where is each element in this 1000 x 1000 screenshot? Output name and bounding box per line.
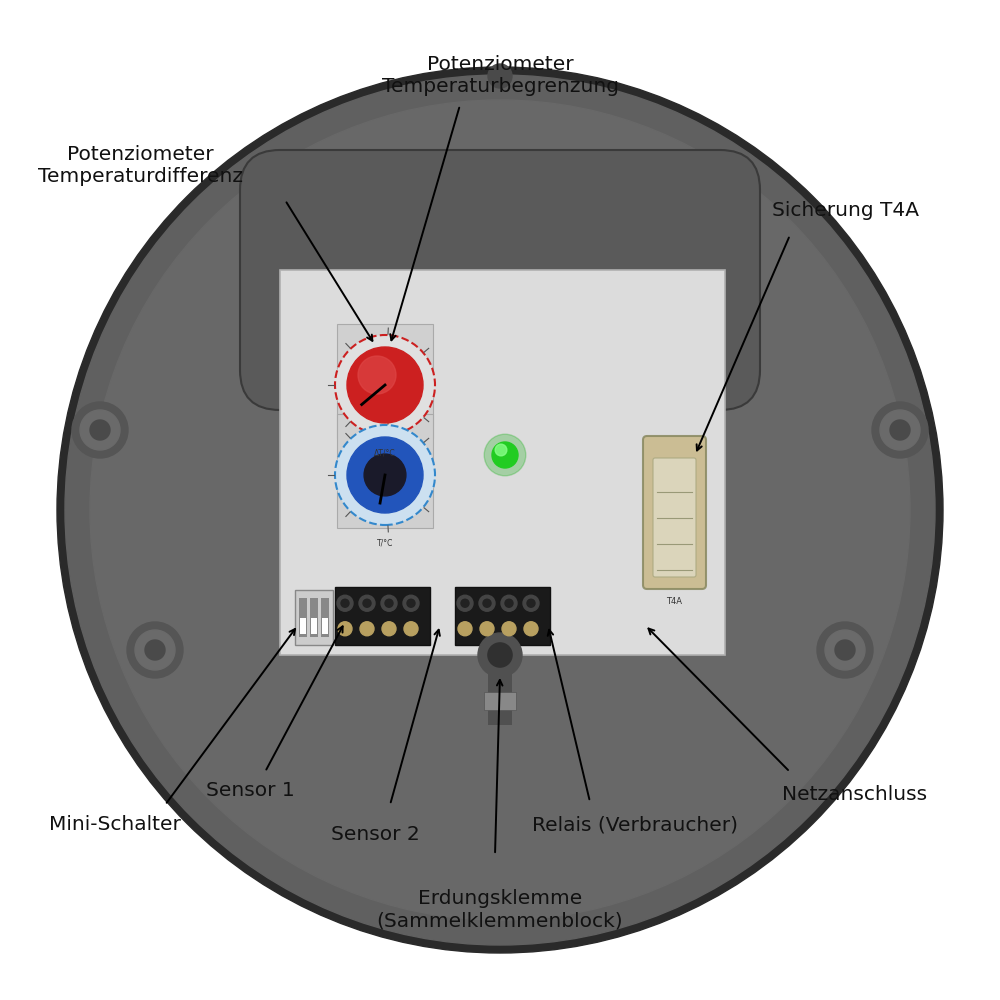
Circle shape <box>382 622 396 636</box>
Circle shape <box>127 622 183 678</box>
Circle shape <box>835 640 855 660</box>
Circle shape <box>404 622 418 636</box>
Text: Potenziometer
Temperaturdifferenz: Potenziometer Temperaturdifferenz <box>38 144 242 186</box>
Circle shape <box>479 595 495 611</box>
Text: T4A: T4A <box>666 597 682 606</box>
Circle shape <box>338 622 352 636</box>
Circle shape <box>880 410 920 450</box>
Text: Sensor 1: Sensor 1 <box>206 780 294 800</box>
FancyBboxPatch shape <box>337 414 433 528</box>
Circle shape <box>363 599 371 607</box>
Circle shape <box>381 595 397 611</box>
Circle shape <box>502 622 516 636</box>
Circle shape <box>488 64 512 88</box>
Text: T/°C: T/°C <box>377 538 393 547</box>
Circle shape <box>72 402 128 458</box>
Circle shape <box>461 599 469 607</box>
Text: Sicherung T4A: Sicherung T4A <box>772 200 918 220</box>
Circle shape <box>483 599 491 607</box>
Circle shape <box>403 595 419 611</box>
Circle shape <box>872 402 928 458</box>
Circle shape <box>458 622 472 636</box>
Circle shape <box>135 630 175 670</box>
FancyBboxPatch shape <box>321 598 329 637</box>
Circle shape <box>347 347 423 423</box>
Circle shape <box>385 599 393 607</box>
Circle shape <box>90 100 910 920</box>
FancyBboxPatch shape <box>643 436 706 589</box>
Text: Potenziometer
Temperaturbegrenzung: Potenziometer Temperaturbegrenzung <box>382 54 618 96</box>
FancyBboxPatch shape <box>240 150 760 410</box>
Circle shape <box>360 622 374 636</box>
FancyBboxPatch shape <box>322 617 328 634</box>
Circle shape <box>492 442 518 468</box>
FancyBboxPatch shape <box>295 590 333 645</box>
Circle shape <box>145 640 165 660</box>
Circle shape <box>505 599 513 607</box>
Circle shape <box>890 420 910 440</box>
FancyBboxPatch shape <box>280 270 725 655</box>
Circle shape <box>480 622 494 636</box>
Circle shape <box>57 67 943 953</box>
FancyBboxPatch shape <box>488 655 512 725</box>
Circle shape <box>359 595 375 611</box>
Circle shape <box>364 454 406 496</box>
Circle shape <box>501 595 517 611</box>
Circle shape <box>488 643 512 667</box>
Circle shape <box>341 599 349 607</box>
Circle shape <box>825 630 865 670</box>
Text: Mini-Schalter: Mini-Schalter <box>49 816 181 834</box>
Text: Netzanschluss: Netzanschluss <box>782 786 928 804</box>
Circle shape <box>524 622 538 636</box>
Text: Erdungsklemme
(Sammelklemmenblock): Erdungsklemme (Sammelklemmenblock) <box>377 890 623 930</box>
Circle shape <box>484 434 526 476</box>
Circle shape <box>335 335 435 435</box>
Circle shape <box>80 410 120 450</box>
Circle shape <box>495 444 507 456</box>
Text: Sensor 2: Sensor 2 <box>331 826 419 844</box>
Circle shape <box>337 595 353 611</box>
FancyBboxPatch shape <box>335 587 430 645</box>
FancyBboxPatch shape <box>653 458 696 577</box>
Circle shape <box>817 622 873 678</box>
Circle shape <box>335 425 435 525</box>
Circle shape <box>65 75 935 945</box>
FancyBboxPatch shape <box>300 617 306 634</box>
Circle shape <box>90 420 110 440</box>
Circle shape <box>523 595 539 611</box>
FancyBboxPatch shape <box>299 598 307 637</box>
FancyBboxPatch shape <box>455 587 550 645</box>
Circle shape <box>358 356 396 394</box>
Circle shape <box>478 633 522 677</box>
FancyBboxPatch shape <box>310 598 318 637</box>
Text: Relais (Verbraucher): Relais (Verbraucher) <box>532 816 738 834</box>
FancyBboxPatch shape <box>337 324 433 438</box>
Circle shape <box>407 599 415 607</box>
Circle shape <box>527 599 535 607</box>
FancyBboxPatch shape <box>484 692 516 710</box>
Text: ΔT/°C: ΔT/°C <box>374 448 396 457</box>
Circle shape <box>457 595 473 611</box>
FancyBboxPatch shape <box>311 617 317 634</box>
Circle shape <box>347 437 423 513</box>
